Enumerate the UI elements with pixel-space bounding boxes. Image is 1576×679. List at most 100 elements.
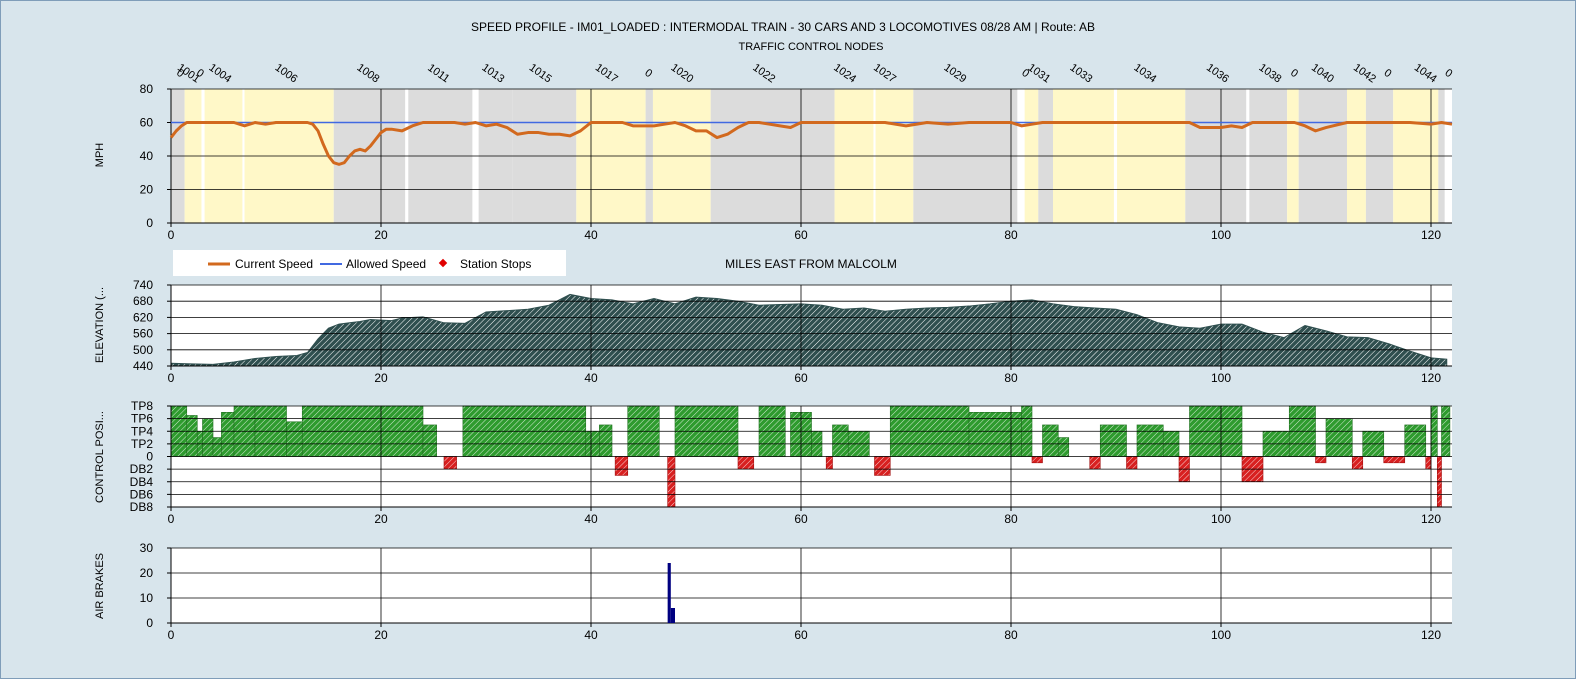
throttle-bar	[1042, 424, 1059, 457]
traffic-node-label: 1034	[1132, 62, 1159, 86]
control-y-axis-label: CONTROL POSI...	[94, 411, 106, 503]
control-x-tick-label: 120	[1421, 512, 1441, 526]
legend-station-stops-label: Station Stops	[460, 257, 531, 271]
air-brake-bar	[667, 563, 671, 623]
throttle-bar	[1136, 424, 1164, 457]
legend: Current Speed Allowed Speed Station Stop…	[173, 250, 566, 276]
traffic-node-label: 1013	[480, 62, 507, 86]
traffic-node-label: 1044	[1412, 62, 1439, 86]
elevation-area	[170, 293, 1448, 367]
traffic-node-label: 1038	[1257, 62, 1284, 86]
control-y-tick-label: 0	[146, 450, 153, 464]
legend-box	[173, 250, 566, 276]
air-x-tick-label: 20	[374, 628, 388, 642]
air-x-tick-label: 120	[1421, 628, 1441, 642]
speed-x-tick-label: 20	[374, 228, 388, 242]
elevation-x-tick-label: 80	[1004, 371, 1018, 385]
control-x-tick-label: 20	[374, 512, 388, 526]
control-x-tick-label: 100	[1211, 512, 1231, 526]
legend-station-stops-marker	[438, 258, 448, 268]
throttle-bar	[286, 421, 303, 457]
air-y-tick-label: 0	[146, 616, 153, 630]
traffic-node-label: 1036	[1204, 62, 1231, 86]
throttle-bar	[422, 424, 437, 457]
speed-x-tick-label: 120	[1421, 228, 1441, 242]
traffic-node-label: 1008	[355, 62, 382, 86]
air-x-tick-label: 100	[1211, 628, 1231, 642]
nodes-title: TRAFFIC CONTROL NODES	[738, 41, 883, 53]
control-y-tick-label: TP8	[131, 399, 153, 413]
speed-y-tick-label: 0	[146, 216, 153, 230]
elevation-panel: 440 500 560 620 680 740 0 20 40 60 80 100 120	[133, 278, 1452, 385]
traffic-node-label: 1017	[593, 62, 620, 86]
throttle-bar	[1057, 437, 1070, 457]
throttle-bar	[1404, 424, 1427, 457]
traffic-node-label: 1040	[1309, 62, 1336, 86]
control-x-tick-label: 0	[168, 512, 175, 526]
traffic-node-label: 1024	[831, 62, 858, 86]
dynamic-brake-bar	[443, 456, 457, 470]
elevation-x-tick-label: 60	[794, 371, 808, 385]
dynamic-brake-bar	[737, 456, 755, 470]
air-plot-area	[171, 548, 1452, 623]
speed-y-tick-label: 80	[140, 82, 154, 96]
traffic-node-label: 1042	[1351, 62, 1378, 86]
traffic-node-label: 1029	[942, 62, 969, 86]
legend-allowed-speed-label: Allowed Speed	[346, 257, 426, 271]
speed-y-tick-label: 60	[140, 116, 154, 130]
x-axis-title: MILES EAST FROM MALCOLM	[725, 257, 897, 271]
dynamic-brake-bar	[1351, 456, 1364, 470]
throttle-bar	[202, 418, 214, 457]
traffic-node-label: 0	[1382, 67, 1394, 80]
air-x-tick-label: 40	[584, 628, 598, 642]
elevation-x-tick-label: 120	[1421, 371, 1441, 385]
dynamic-brake-bar	[874, 456, 891, 476]
speed-x-tick-label: 60	[794, 228, 808, 242]
speed-x-tick-label: 40	[584, 228, 598, 242]
traffic-node-label: 1011	[425, 62, 451, 85]
dynamic-brake-bar	[1425, 456, 1432, 470]
air-x-tick-label: 80	[1004, 628, 1018, 642]
elevation-x-tick-label: 0	[168, 371, 175, 385]
elevation-y-tick-label: 740	[133, 278, 153, 292]
traffic-node-label: 1004	[207, 62, 234, 86]
speed-y-tick-label: 40	[140, 149, 154, 163]
dynamic-brake-bar	[825, 456, 833, 470]
air-y-tick-label: 20	[140, 566, 154, 580]
air-brakes-y-axis-label: AIR BRAKES	[94, 553, 106, 619]
elevation-y-tick-label: 500	[133, 343, 153, 357]
speed-x-tick-label: 80	[1004, 228, 1018, 242]
throttle-bar	[186, 415, 198, 457]
dynamic-brake-bar	[1315, 456, 1327, 464]
traffic-node-label: 1031	[1026, 62, 1053, 86]
control-y-tick-label: DB2	[130, 462, 154, 476]
traffic-node-label: 1027	[871, 62, 898, 86]
control-x-tick-label: 60	[794, 512, 808, 526]
traffic-node-label: 1015	[527, 62, 554, 86]
throttle-bar	[212, 437, 222, 457]
control-y-tick-label: TP4	[131, 424, 153, 438]
speed-x-tick-label: 0	[168, 228, 175, 242]
traffic-node-label: 0	[642, 67, 654, 80]
traffic-node-label: 0	[1288, 67, 1300, 80]
dynamic-brake-bar	[1031, 456, 1043, 464]
control-y-tick-label: TP2	[131, 437, 153, 451]
control-y-tick-label: DB6	[130, 487, 154, 501]
traffic-node-label: 1022	[750, 62, 777, 86]
dynamic-brake-bar	[614, 456, 629, 476]
elevation-x-tick-label: 20	[374, 371, 388, 385]
throttle-bar	[832, 424, 849, 457]
traffic-node-label: 0	[194, 67, 206, 80]
throttle-bar	[1325, 418, 1353, 457]
dynamic-brake-bar	[1089, 456, 1101, 470]
elevation-y-axis-label: ELEVATION (...	[94, 287, 106, 363]
dynamic-brake-bar	[1383, 456, 1406, 464]
dynamic-brake-bar	[1126, 456, 1138, 470]
air-y-tick-label: 10	[140, 591, 154, 605]
air-brake-bar	[670, 608, 675, 623]
traffic-node-label: 0	[1019, 67, 1031, 80]
control-y-tick-label: DB8	[130, 500, 154, 514]
